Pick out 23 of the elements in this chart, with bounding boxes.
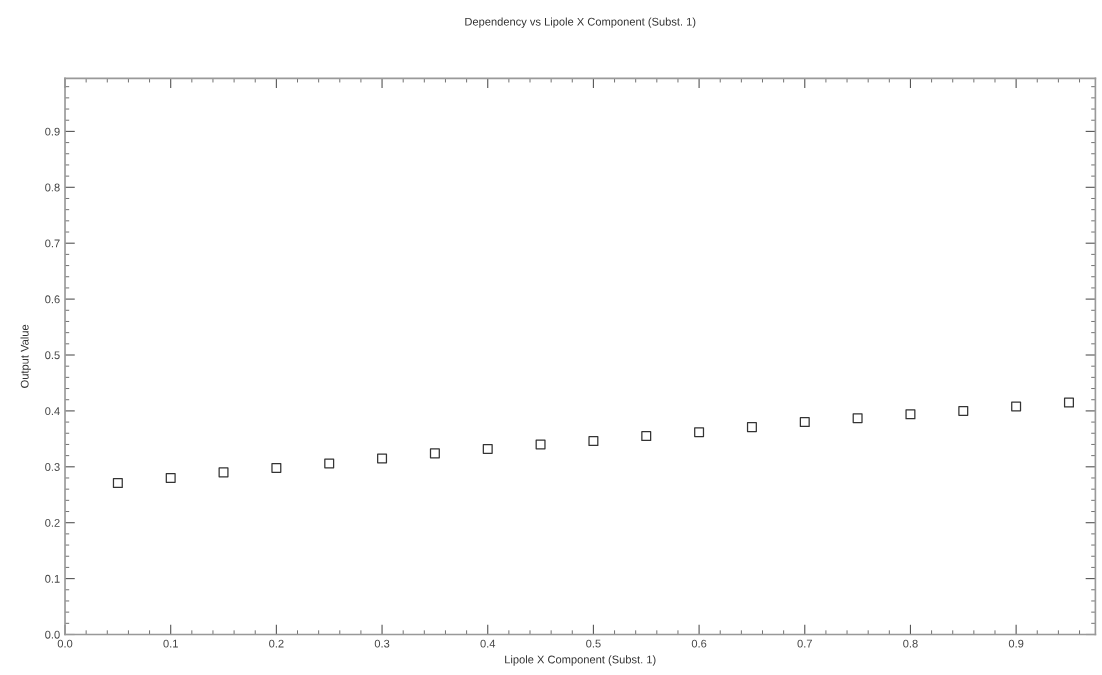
y-tick-label: 0.6 [45, 295, 60, 304]
x-tick-label: 0.3 [374, 639, 390, 648]
x-tick-label: 0.7 [797, 639, 812, 648]
x-tick-label: 0.9 [1008, 639, 1024, 648]
x-tick-label: 0.5 [586, 639, 601, 648]
y-tick-label: 0.0 [45, 630, 60, 639]
y-tick-label: 0.9 [45, 127, 60, 136]
x-tick-label: 0.6 [691, 639, 707, 648]
x-tick-label: 0.8 [903, 639, 918, 648]
y-tick-label: 0.4 [45, 407, 60, 416]
x-axis-title: Lipole X Component (Subst. 1) [505, 655, 656, 666]
x-tick-label: 0.2 [269, 639, 284, 648]
chart-title: Dependency vs Lipole X Component (Subst. 1) [465, 17, 696, 28]
y-tick-label: 0.5 [45, 351, 60, 360]
x-tick-label: 0.0 [57, 639, 73, 648]
y-tick-label: 0.2 [45, 518, 60, 527]
x-tick-label: 0.4 [480, 639, 496, 648]
y-tick-label: 0.3 [45, 463, 60, 471]
y-tick-label: 0.7 [45, 239, 60, 248]
y-axis-title: Output Value [20, 324, 31, 388]
y-tick-label: 0.8 [45, 183, 60, 192]
x-tick-label: 0.1 [163, 639, 178, 648]
y-tick-label: 0.1 [45, 574, 60, 583]
